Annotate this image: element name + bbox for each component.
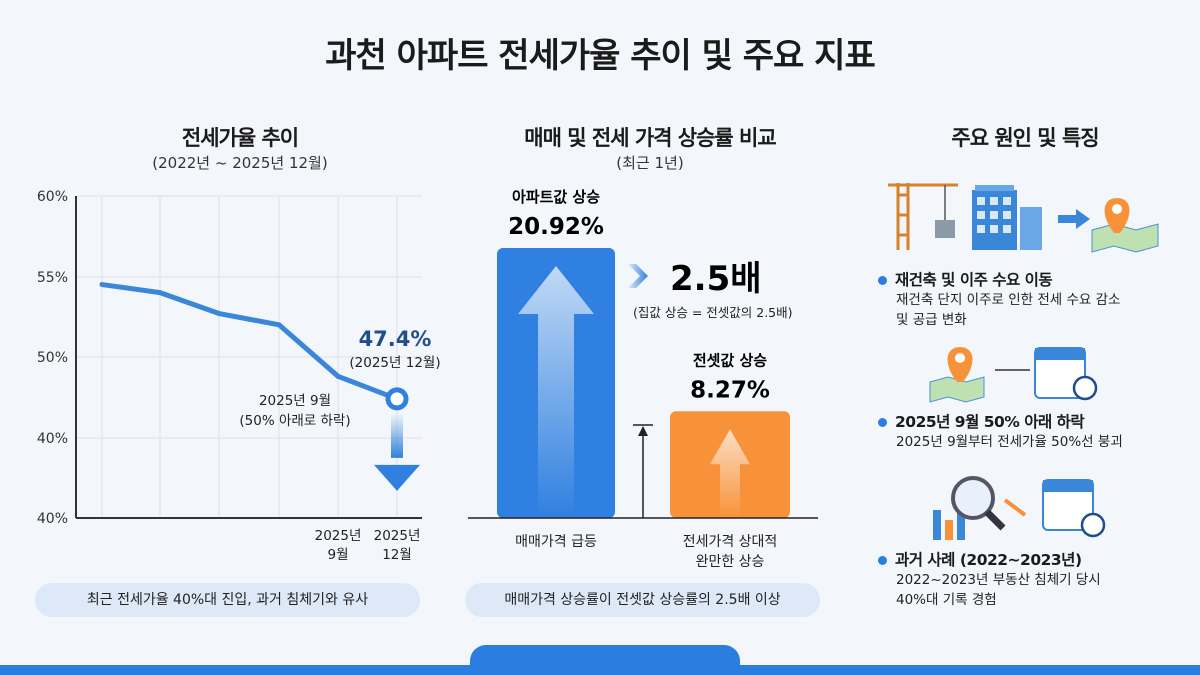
y-tick-label: 40% bbox=[37, 431, 68, 447]
difference-arrowhead bbox=[638, 426, 648, 436]
data-point bbox=[276, 322, 282, 328]
x-tick-label: 12월 bbox=[382, 547, 412, 563]
bar-chart-summary: 매매가격 상승률이 전셋값 상승률의 2.5배 이상 bbox=[465, 583, 820, 617]
construction-icon bbox=[888, 183, 1159, 253]
bar-value-label: 8.27% bbox=[690, 377, 770, 403]
cause-text: 2025년 9월부터 전세가율 50%선 붕괴 bbox=[896, 434, 1123, 450]
annotation-value: 47.4% bbox=[359, 327, 432, 351]
analysis-calendar-icon bbox=[933, 476, 1106, 540]
data-point bbox=[157, 290, 163, 296]
ratio-value: 2.5배 bbox=[670, 259, 762, 299]
ratio-note: (집값 상승 = 전셋값의 2.5배) bbox=[633, 305, 793, 320]
chevron-right-icon bbox=[628, 264, 648, 288]
series-line bbox=[101, 282, 398, 402]
line-chart: 60% 55% 50% 40% 40% 2025년 9월 2025년 12월 47.4% (2025… bbox=[37, 189, 441, 563]
bar-series-label: 아파트값 상승 bbox=[512, 188, 600, 206]
down-arrow-icon bbox=[374, 464, 420, 491]
cause-heading: 2025년 9월 50% 아래 하락 bbox=[878, 410, 1188, 432]
annotation-label: 2025년 9월 bbox=[259, 393, 331, 409]
line-chart-title: 전세가율 추이 bbox=[181, 126, 299, 150]
cause-item-2: 2025년 9월 50% 아래 하락 2025년 9월부터 전세가율 50%선 … bbox=[878, 410, 1188, 452]
cause-item-1: 재건축 및 이주 수요 이동 재건축 단지 이주로 인한 전세 수요 감소 및 … bbox=[878, 268, 1188, 330]
y-tick-label: 40% bbox=[37, 511, 68, 527]
cause-heading: 재건축 및 이주 수요 이동 bbox=[878, 268, 1188, 290]
cause-heading: 과거 사례 (2022~2023년) bbox=[878, 548, 1188, 570]
y-tick-label: 55% bbox=[37, 270, 68, 286]
cause-text: 재건축 단지 이주로 인한 전세 수요 감소 bbox=[896, 292, 1121, 308]
bar-chart-subtitle: (최근 1년) bbox=[616, 154, 684, 172]
line-chart-subtitle: (2022년 ~ 2025년 12월) bbox=[152, 154, 328, 172]
y-tick-label: 60% bbox=[37, 189, 68, 205]
up-arrow-icon bbox=[710, 429, 750, 518]
page-title: 과천 아파트 전세가율 추이 및 주요 지표 bbox=[325, 36, 876, 76]
bar-chart-title: 매매 및 전세 가격 상승률 비교 bbox=[524, 126, 776, 150]
bar-value-label: 20.92% bbox=[508, 214, 604, 240]
up-arrow-icon bbox=[518, 266, 594, 518]
x-tick-label: 2025년 bbox=[374, 528, 421, 544]
causes-title: 주요 원인 및 특징 bbox=[951, 126, 1099, 150]
cause-text: 40%대 기록 경험 bbox=[896, 592, 997, 608]
data-point-highlight bbox=[385, 387, 409, 411]
line-chart-summary: 최근 전세가율 40%대 진입, 과거 침체기와 유사 bbox=[35, 583, 420, 617]
bottom-tab bbox=[470, 645, 740, 675]
annotation-note: (50% 아래로 하락) bbox=[239, 413, 350, 429]
data-point bbox=[335, 373, 341, 379]
data-point bbox=[99, 282, 105, 288]
x-category-label: 전세가격 상대적 bbox=[683, 534, 778, 550]
x-category-label: 완만한 상승 bbox=[696, 554, 765, 570]
x-category-label: 매매가격 급등 bbox=[515, 534, 597, 550]
y-tick-label: 50% bbox=[37, 350, 68, 366]
cause-text: 및 공급 변화 bbox=[896, 312, 967, 328]
cause-text: 2022~2023년 부동산 침체기 당시 bbox=[896, 572, 1101, 588]
bar-series-label: 전셋값 상승 bbox=[693, 351, 767, 369]
x-tick-label: 9월 bbox=[327, 547, 348, 563]
x-tick-label: 2025년 bbox=[315, 528, 362, 544]
data-point bbox=[216, 311, 222, 317]
cause-item-3: 과거 사례 (2022~2023년) 2022~2023년 부동산 침체기 당시… bbox=[878, 548, 1188, 610]
down-arrow-shaft bbox=[391, 412, 403, 458]
annotation-date: (2025년 12월) bbox=[349, 355, 440, 371]
bar-chart: 아파트값 상승 20.92% 매매가격 급등 전셋값 상승 8.27% 전세가격 상대적완… bbox=[468, 188, 818, 570]
map-calendar-icon bbox=[929, 347, 1098, 403]
